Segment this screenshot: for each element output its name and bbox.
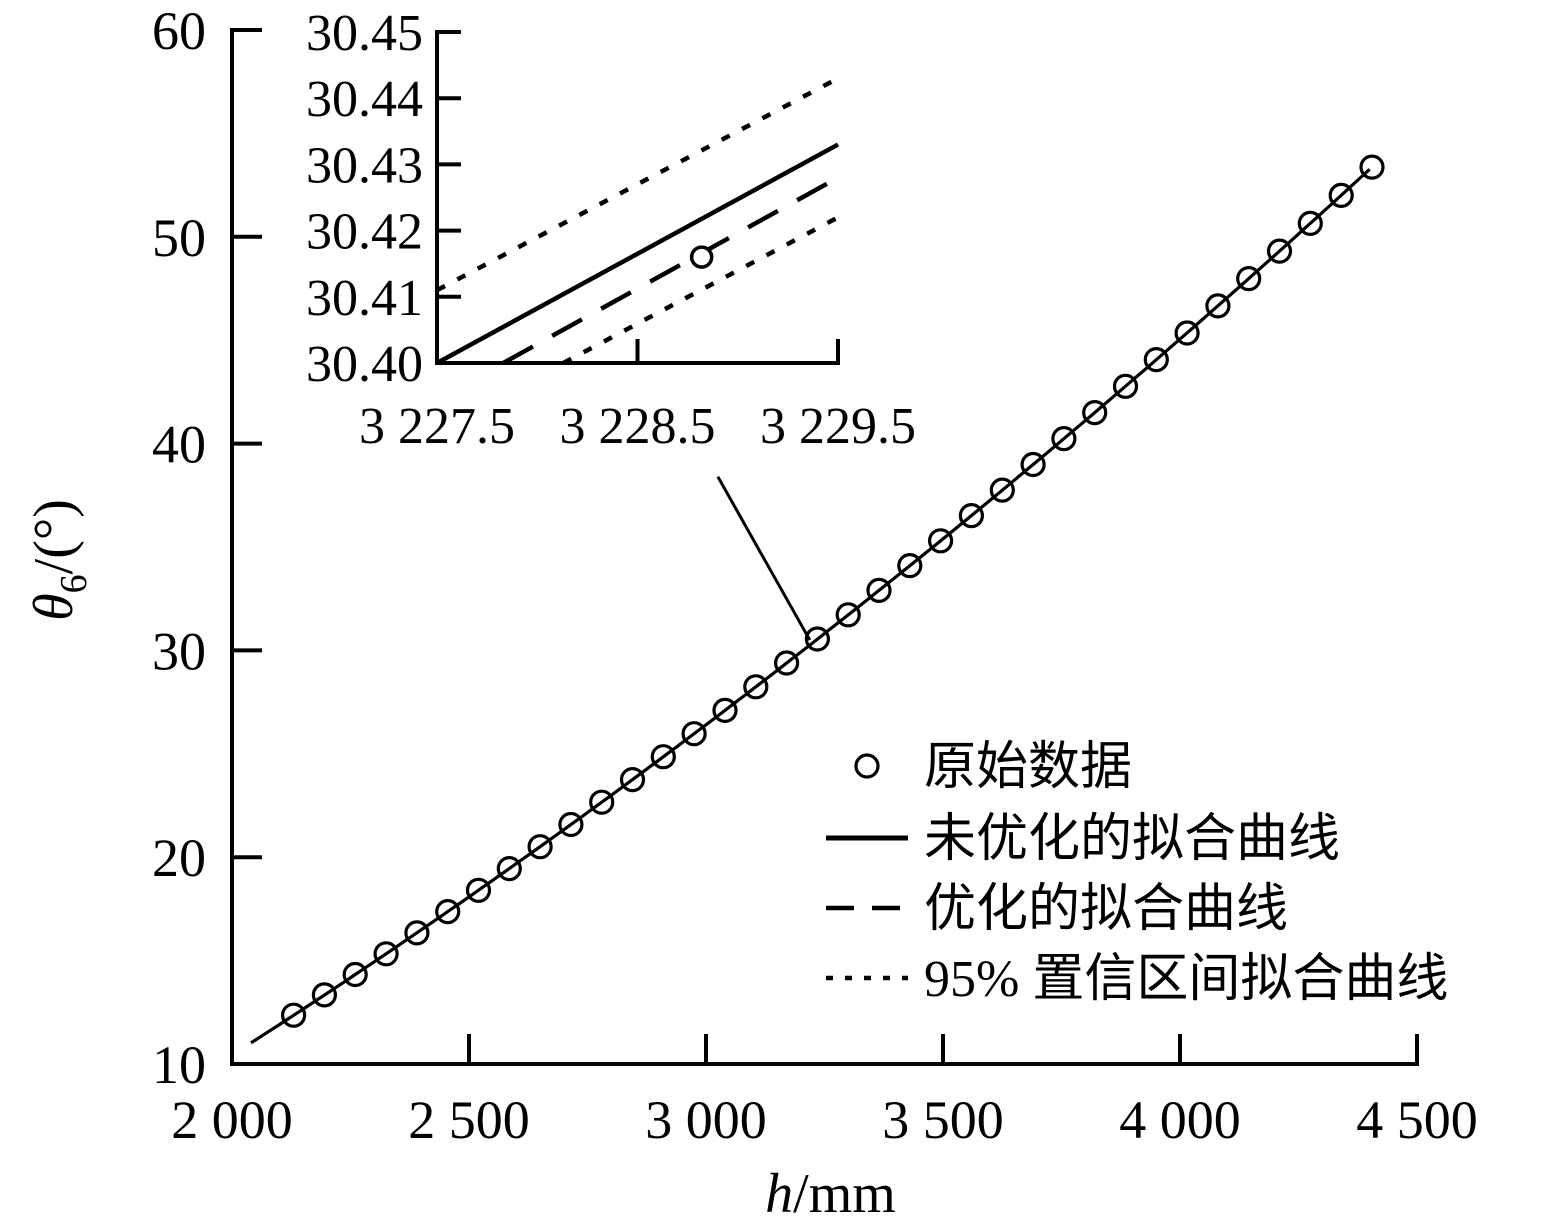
inset-y-tick-label: 30.40 — [306, 336, 423, 393]
data-point-marker — [589, 789, 615, 815]
y-axis-title: θ6/(°) — [23, 499, 95, 621]
data-point-marker — [465, 877, 492, 903]
data-point-marker — [835, 602, 861, 628]
data-point-marker — [1174, 320, 1200, 346]
data-point-marker — [1205, 293, 1231, 319]
data-point-marker — [496, 855, 522, 882]
data-point-marker — [1020, 451, 1046, 478]
data-point-marker — [527, 834, 553, 860]
x-axis-unit: /mm — [793, 1163, 896, 1225]
x-tick-label: 3 500 — [882, 1090, 1004, 1150]
main-axis-lines — [230, 28, 1419, 1066]
data-point-marker — [866, 577, 892, 604]
legend-label: 优化的拟合曲线 — [924, 881, 1288, 938]
legend-label: 未优化的拟合曲线 — [924, 811, 1340, 868]
data-point-marker — [1082, 400, 1108, 426]
y-tick-label: 20 — [152, 828, 206, 888]
legend-swatch-circle — [854, 753, 880, 779]
data-point-marker — [804, 626, 831, 652]
inset-x-tick-label: 3 228.5 — [560, 398, 716, 455]
x-tick-label: 3 000 — [645, 1090, 767, 1150]
inset-y-tick-label: 30.42 — [306, 204, 423, 261]
data-point-marker — [927, 528, 954, 554]
data-point-marker — [897, 552, 923, 579]
x-axis-symbol: h — [765, 1163, 793, 1225]
inset-y-tick-label: 30.44 — [306, 71, 423, 128]
data-point-marker — [989, 477, 1015, 503]
data-point-marker — [1051, 426, 1077, 452]
main-axes — [230, 28, 1419, 1066]
data-point-marker — [681, 721, 707, 747]
data-point-marker — [712, 697, 738, 724]
data-point-marker — [743, 674, 769, 700]
y-tick-label: 30 — [152, 621, 206, 681]
x-axis-title: h/mm — [765, 1163, 896, 1225]
y-tick-label: 50 — [152, 208, 206, 268]
data-point-marker — [1236, 266, 1262, 292]
y-tick-label: 10 — [152, 1035, 206, 1095]
inset-y-tick-label: 30.45 — [306, 5, 423, 62]
x-tick-label: 4 500 — [1356, 1090, 1478, 1150]
y-tick-label: 60 — [152, 1, 206, 61]
inset-line-solid — [435, 142, 840, 365]
data-point-marker — [342, 961, 368, 988]
inset-x-tick-label: 3 229.5 — [760, 398, 916, 455]
y-axis-subscript: 6 — [53, 574, 95, 593]
data-point-marker — [650, 744, 676, 770]
data-point-marker — [1297, 210, 1323, 236]
inset-data-point-marker — [689, 245, 714, 269]
x-tick-label: 2 500 — [408, 1090, 530, 1150]
scatter-series — [281, 154, 1385, 1028]
data-point-marker — [1112, 373, 1139, 399]
x-tick-label: 4 000 — [1119, 1090, 1241, 1150]
inset-line-dotted — [562, 215, 840, 365]
legend-label: 原始数据 — [924, 739, 1132, 796]
data-point-marker — [435, 898, 461, 925]
data-point-marker — [958, 502, 985, 529]
inset-callout-line — [716, 475, 812, 641]
inset-tick-labels: 3 227.5 3 228.5 3 229.5 30.40 30.41 30.42 30.4… — [306, 5, 916, 455]
data-point-marker — [373, 941, 399, 967]
data-point-marker — [1359, 154, 1385, 180]
inset-line-dashed — [502, 175, 840, 365]
inset-axis-lines — [435, 30, 840, 365]
y-tick-label: 40 — [152, 415, 206, 475]
legend-label: 95% 置信区间拟合曲线 — [924, 951, 1448, 1008]
data-point-marker — [619, 766, 646, 793]
data-point-marker — [281, 1002, 307, 1028]
data-point-marker — [311, 982, 337, 1008]
y-axis-symbol: θ — [23, 593, 85, 621]
inset-y-tick-label: 30.41 — [306, 270, 423, 327]
data-point-marker — [558, 811, 584, 838]
data-point-marker — [1143, 347, 1169, 373]
inset-plot: 3 227.5 3 228.5 3 229.5 30.40 30.41 30.42 30.4… — [306, 5, 916, 455]
inset-line-dotted — [435, 76, 840, 293]
data-point-marker — [1266, 238, 1293, 264]
main-tick-labels: 2 000 2 500 3 000 3 500 4 000 4 500 10 20 30 40 50… — [152, 1, 1478, 1150]
data-point-marker — [773, 650, 800, 676]
inset-y-tick-label: 30.43 — [306, 137, 423, 194]
y-axis-unit: /(°) — [23, 499, 85, 574]
inset-axes — [435, 30, 840, 365]
data-point-marker — [1328, 182, 1354, 208]
inset-x-tick-label: 3 227.5 — [359, 398, 515, 455]
data-point-marker — [404, 920, 430, 946]
x-tick-label: 2 000 — [171, 1090, 293, 1150]
